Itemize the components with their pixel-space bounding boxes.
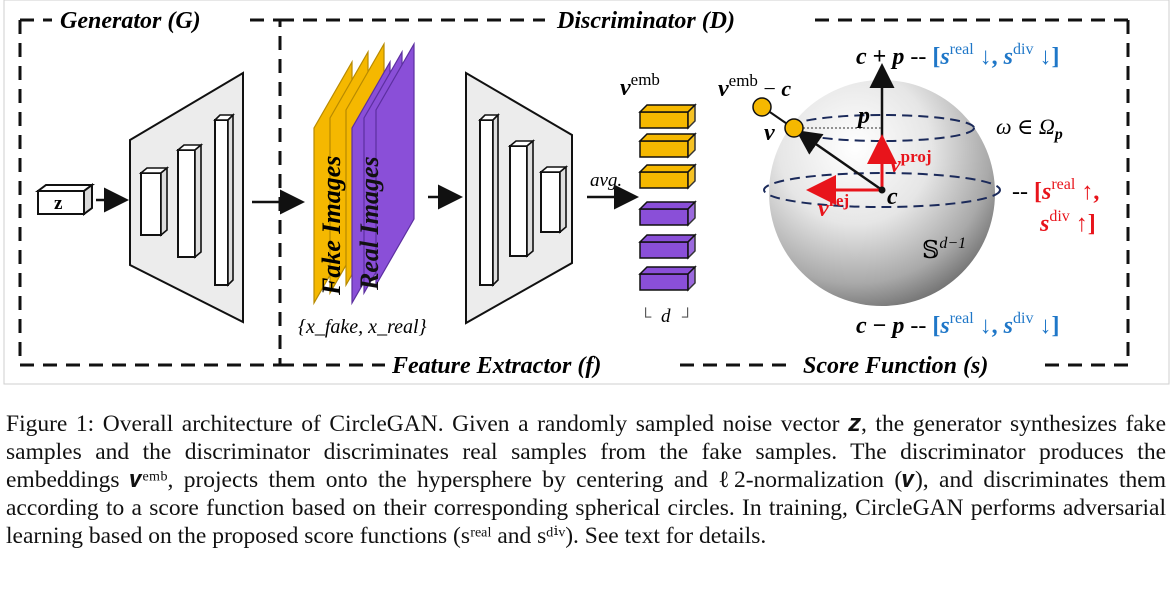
- p-label: p: [856, 103, 870, 129]
- z-label: z: [54, 193, 63, 214]
- architecture-diagram: Generator (G) Discriminator (D) Feature …: [3, 0, 1170, 385]
- c-label: c: [887, 184, 898, 210]
- svg-text:└: └: [640, 307, 652, 326]
- hypersphere: [752, 63, 1001, 306]
- omega-label: ω ∈ Ωp: [996, 114, 1063, 143]
- v-emb-point: [752, 97, 772, 117]
- discriminator-header: Discriminator (D): [556, 8, 735, 34]
- noise-vector-block: z: [35, 183, 95, 216]
- fake-embedding-block: [638, 132, 697, 159]
- v-emb-label: vemb: [620, 70, 660, 101]
- feature-extractor-header: Feature Extractor (f): [391, 353, 601, 379]
- generator-network: [129, 71, 244, 324]
- dimension-d-label: d: [661, 306, 671, 327]
- v-point: [784, 118, 804, 138]
- fake-embedding-block: [638, 103, 697, 130]
- equator-circle: [763, 172, 1001, 208]
- generator-header: Generator (G): [60, 8, 201, 34]
- v-label: v: [764, 120, 775, 146]
- architecture-figure: Generator (G) Discriminator (D) Feature …: [3, 0, 1170, 385]
- fake-embedding-block: [638, 163, 697, 190]
- top-annotation: c + p -- [sreal ↓, sdiv ↓]: [856, 41, 1059, 70]
- generator-box: [18, 20, 282, 367]
- v-emb-minus-c-label: vemb − c: [718, 71, 791, 102]
- real-embedding-block: [638, 200, 697, 227]
- real-embedding-block: [638, 233, 697, 260]
- middle-annotation: -- [sreal ↑,: [1012, 176, 1099, 205]
- svg-text:┘: ┘: [681, 307, 693, 326]
- figure-border: [3, 0, 1170, 385]
- score-function-header: Score Function (s): [803, 353, 988, 379]
- caption-label: Figure 1:: [6, 411, 95, 437]
- fake-images-label: Fake Images: [317, 156, 346, 296]
- upper-circle: [789, 114, 975, 142]
- v-rej-label: vrej: [818, 191, 849, 222]
- embedding-stack: [638, 103, 697, 292]
- feature-extractor-network: [465, 71, 573, 325]
- image-stack: Fake Images Real Images: [313, 41, 415, 306]
- v-vector: [795, 130, 883, 192]
- avg-label: avg.: [590, 170, 622, 191]
- real-images-label: Real Images: [355, 156, 384, 291]
- svg-text:sdiv ↑]: sdiv ↑]: [1039, 208, 1096, 237]
- figure-caption: Figure 1: Overall architecture of Circle…: [6, 410, 1166, 550]
- image-set-label: {x_fake, x_real}: [298, 316, 427, 338]
- v-proj-label: vproj: [890, 147, 932, 178]
- real-embedding-block: [638, 265, 697, 292]
- bottom-annotation: c − p -- [sreal ↓, sdiv ↓]: [856, 310, 1059, 339]
- caption-text: Overall architecture of CircleGAN. Given…: [6, 411, 1167, 549]
